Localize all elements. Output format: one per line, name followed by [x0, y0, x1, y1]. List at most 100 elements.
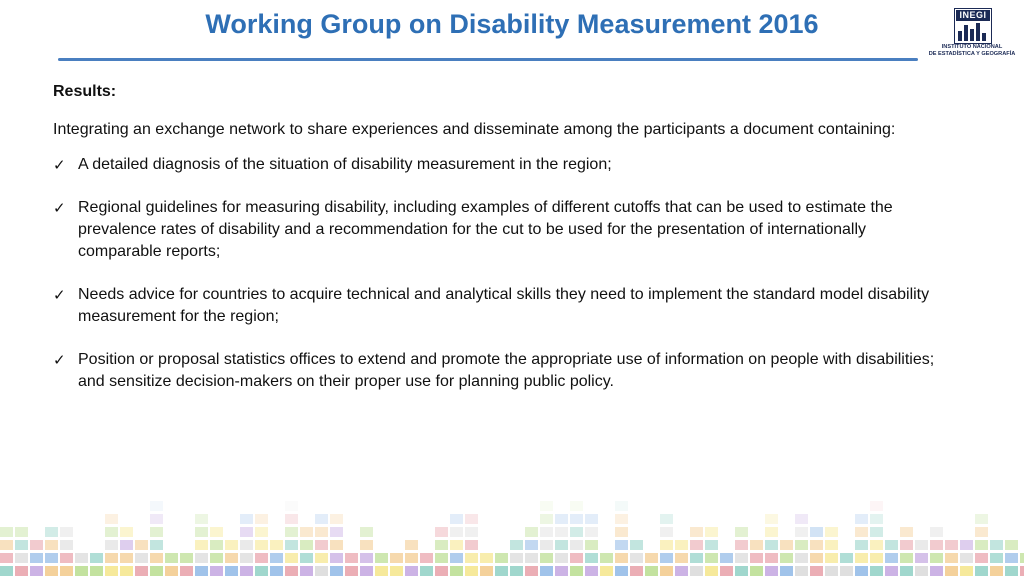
- footer-block: [1020, 566, 1024, 576]
- footer-block: [930, 527, 943, 537]
- footer-block: [450, 553, 463, 563]
- footer-block: [855, 527, 868, 537]
- footer-block: [285, 501, 298, 511]
- footer-block: [780, 553, 793, 563]
- footer-block: [90, 553, 103, 563]
- footer-block: [675, 566, 688, 576]
- footer-block: [900, 566, 913, 576]
- footer-block: [540, 514, 553, 524]
- footer-block: [555, 527, 568, 537]
- footer-block: [945, 540, 958, 550]
- checkmark-icon: ✓: [53, 156, 66, 174]
- footer-block: [1005, 540, 1018, 550]
- footer-block: [60, 566, 73, 576]
- footer-colored-bars: [0, 501, 1024, 576]
- footer-block: [240, 553, 253, 563]
- results-list: ✓ A detailed diagnosis of the situation …: [53, 154, 953, 393]
- results-heading: Results:: [53, 83, 117, 100]
- footer-block: [1005, 566, 1018, 576]
- footer-block: [15, 566, 28, 576]
- footer-block: [360, 540, 373, 550]
- footer-block: [225, 566, 238, 576]
- footer-block: [585, 540, 598, 550]
- footer-block: [210, 566, 223, 576]
- footer-block: [180, 553, 193, 563]
- footer-block: [435, 527, 448, 537]
- footer-block: [315, 540, 328, 550]
- slide-title: Working Group on Disability Measurement …: [205, 9, 819, 39]
- footer-block: [630, 566, 643, 576]
- footer-block: [810, 566, 823, 576]
- footer-block: [600, 566, 613, 576]
- footer-block: [885, 566, 898, 576]
- footer-block: [45, 527, 58, 537]
- footer-block: [1005, 553, 1018, 563]
- footer-block: [420, 566, 433, 576]
- footer-block: [915, 566, 928, 576]
- footer-block: [570, 553, 583, 563]
- list-item-text: Needs advice for countries to acquire te…: [78, 286, 930, 325]
- footer-block: [690, 553, 703, 563]
- footer-block: [360, 527, 373, 537]
- footer-block: [885, 553, 898, 563]
- footer-block: [795, 566, 808, 576]
- footer-block: [735, 553, 748, 563]
- footer-block: [135, 553, 148, 563]
- footer-block: [870, 553, 883, 563]
- footer-block: [990, 540, 1003, 550]
- footer-block: [840, 566, 853, 576]
- logo-bar: [970, 29, 974, 41]
- footer-block: [480, 553, 493, 563]
- footer-block: [750, 540, 763, 550]
- footer-block: [435, 553, 448, 563]
- footer-block: [630, 540, 643, 550]
- footer-block: [615, 553, 628, 563]
- footer-block: [435, 566, 448, 576]
- footer-block: [720, 553, 733, 563]
- footer-block: [165, 566, 178, 576]
- footer-block: [30, 540, 43, 550]
- footer-block: [630, 553, 643, 563]
- checkmark-icon: ✓: [53, 351, 66, 369]
- footer-block: [780, 540, 793, 550]
- footer-block: [270, 553, 283, 563]
- footer-block: [300, 527, 313, 537]
- footer-block: [30, 566, 43, 576]
- footer-block: [105, 540, 118, 550]
- footer-block: [555, 514, 568, 524]
- footer-block: [465, 540, 478, 550]
- footer-block: [315, 527, 328, 537]
- footer-block: [45, 553, 58, 563]
- footer-block: [330, 527, 343, 537]
- logo-bar: [982, 33, 986, 41]
- footer-block: [855, 553, 868, 563]
- footer-block: [465, 514, 478, 524]
- intro-paragraph: Integrating an exchange network to share…: [53, 121, 896, 138]
- footer-block: [495, 566, 508, 576]
- footer-block: [840, 553, 853, 563]
- footer-block: [180, 566, 193, 576]
- footer-block: [525, 566, 538, 576]
- footer-block: [135, 540, 148, 550]
- footer-block: [915, 553, 928, 563]
- footer-block: [555, 553, 568, 563]
- footer-block: [465, 527, 478, 537]
- footer-block: [795, 514, 808, 524]
- footer-block: [510, 553, 523, 563]
- footer-block: [435, 540, 448, 550]
- footer-block: [480, 566, 493, 576]
- footer-block: [330, 553, 343, 563]
- footer-block: [405, 553, 418, 563]
- footer-block: [285, 566, 298, 576]
- footer-block: [330, 566, 343, 576]
- footer-block: [750, 566, 763, 576]
- footer-block: [150, 553, 163, 563]
- footer-block: [975, 566, 988, 576]
- footer-block: [540, 501, 553, 511]
- footer-block: [135, 566, 148, 576]
- footer-block: [795, 553, 808, 563]
- footer-block: [960, 540, 973, 550]
- footer-block: [990, 566, 1003, 576]
- footer-block: [945, 566, 958, 576]
- footer-block: [225, 540, 238, 550]
